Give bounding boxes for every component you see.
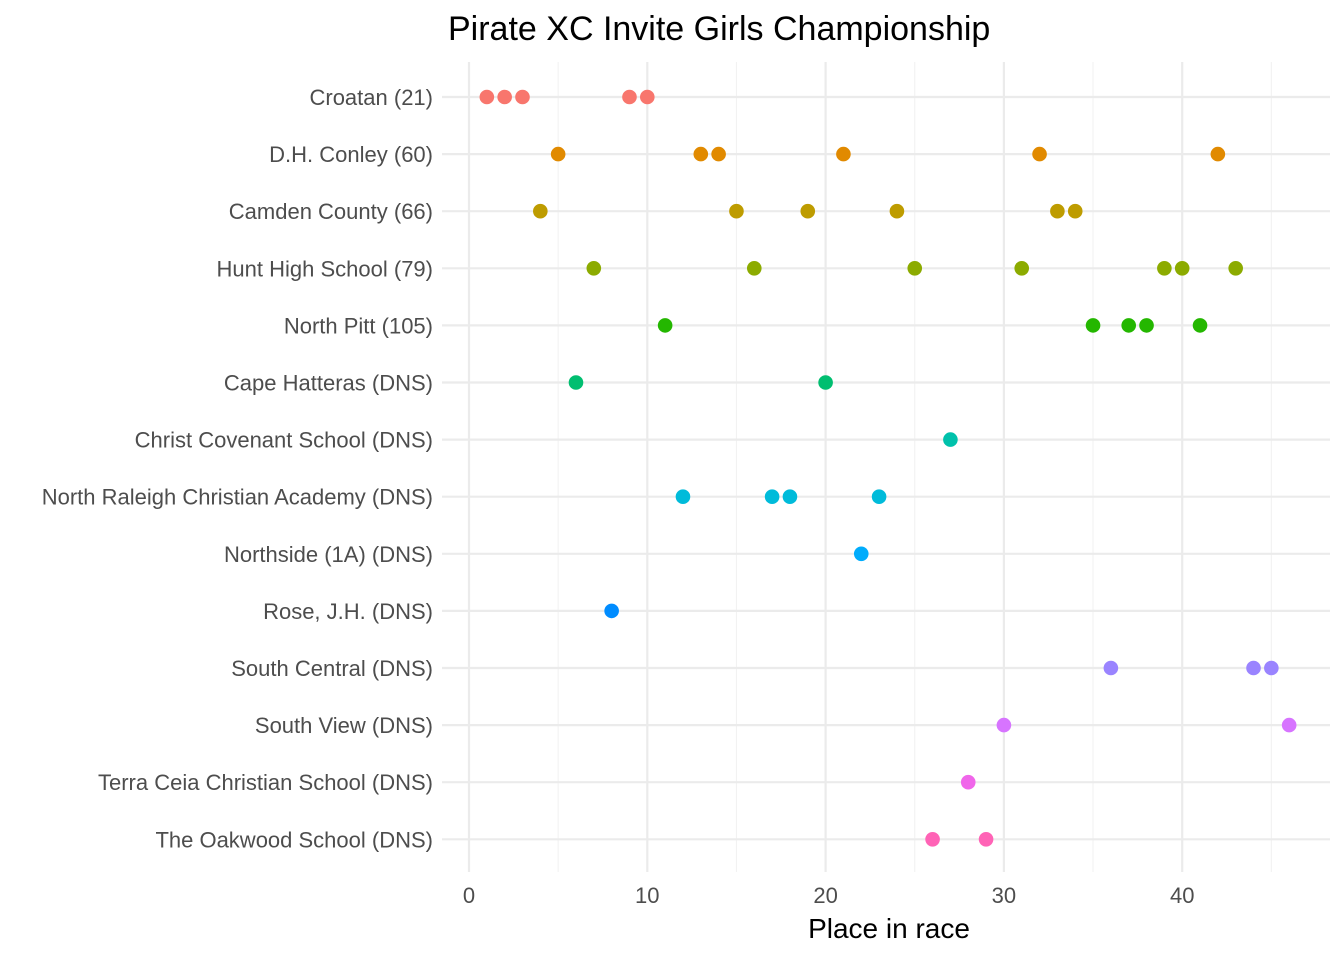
data-point (746, 261, 762, 276)
data-point (1246, 660, 1261, 676)
y-tick-label: The Oakwood School (DNS) (155, 827, 433, 852)
data-point (1210, 146, 1226, 162)
data-point (550, 146, 566, 162)
y-tick-label: North Pitt (105) (284, 313, 433, 338)
y-tick-label: Northside (1A) (DNS) (224, 542, 433, 567)
y-tick-label: North Raleigh Christian Academy (DNS) (42, 485, 433, 510)
data-point (1174, 261, 1190, 276)
y-tick-label: D.H. Conley (60) (269, 142, 433, 167)
x-tick-label: 20 (813, 883, 837, 908)
data-point (925, 832, 940, 847)
data-point (1085, 318, 1101, 333)
grid-lines (442, 62, 1330, 872)
data-point (729, 203, 744, 219)
data-point (960, 774, 976, 790)
y-tick-label: Croatan (21) (309, 85, 433, 110)
data-point (1264, 660, 1279, 676)
y-tick-label: Hunt High School (79) (217, 256, 433, 281)
data-point (1050, 203, 1065, 219)
data-point (996, 717, 1012, 733)
data-point (764, 489, 780, 505)
data-point (640, 89, 655, 105)
data-point (479, 89, 495, 105)
data-point (497, 89, 512, 105)
x-tick-label: 40 (1170, 883, 1194, 908)
data-point (622, 89, 637, 105)
data-point (1032, 146, 1047, 162)
data-point (836, 146, 851, 162)
x-axis-tick-labels: 0 10 20 30 40 (463, 883, 1195, 908)
data-point (1103, 660, 1119, 676)
data-point (1281, 717, 1297, 733)
data-point (568, 375, 584, 390)
data-point (604, 603, 619, 619)
x-tick-label: 30 (992, 883, 1016, 908)
data-point (818, 375, 833, 390)
data-points (479, 89, 1297, 847)
data-point (675, 489, 691, 505)
data-point (1192, 318, 1208, 333)
data-point (853, 546, 869, 562)
data-point (657, 318, 673, 333)
data-point (871, 489, 887, 505)
y-axis-tick-labels: Croatan (21) D.H. Conley (60) Camden Count… (42, 85, 433, 852)
y-tick-label: Christ Covenant School (DNS) (135, 428, 433, 453)
chart-title: Pirate XC Invite Girls Championship (448, 10, 990, 48)
data-point (889, 203, 905, 219)
data-point (515, 89, 530, 105)
y-tick-label: Terra Ceia Christian School (DNS) (98, 770, 433, 795)
data-point (1067, 203, 1083, 219)
y-tick-label: Cape Hatteras (DNS) (224, 371, 433, 396)
y-tick-label: South Central (DNS) (231, 656, 433, 681)
y-tick-label: Rose, J.H. (DNS) (263, 599, 433, 624)
data-point (1157, 261, 1172, 276)
data-point (1228, 261, 1243, 276)
data-point (711, 146, 726, 162)
x-axis-label: Place in race (808, 913, 970, 944)
x-tick-label: 0 (463, 883, 475, 908)
data-point (1121, 318, 1137, 333)
data-point (943, 432, 958, 447)
data-point (978, 832, 994, 847)
data-point (1139, 318, 1154, 333)
data-point (782, 489, 798, 505)
data-point (1014, 261, 1030, 276)
y-tick-label: Camden County (66) (229, 199, 433, 224)
data-point (533, 203, 548, 219)
data-point (586, 261, 602, 276)
data-point (907, 261, 923, 276)
y-tick-label: South View (DNS) (255, 713, 433, 738)
x-tick-label: 10 (635, 883, 659, 908)
data-point (800, 203, 816, 219)
data-point (693, 146, 709, 162)
